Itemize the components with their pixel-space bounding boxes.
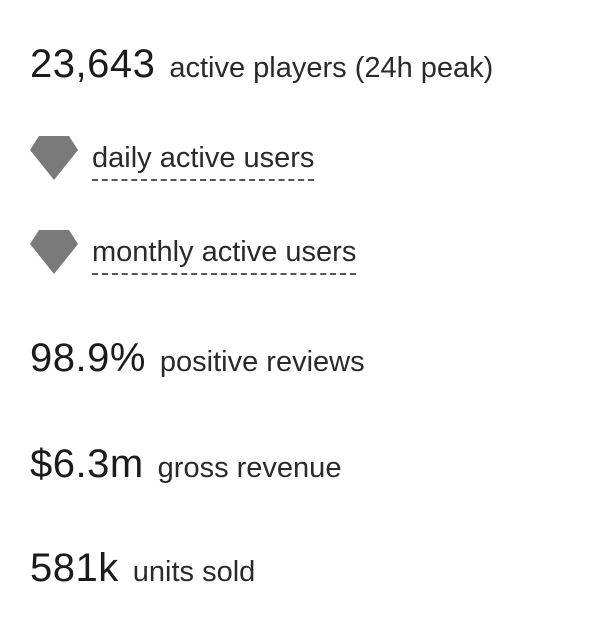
stat-label: active players (24h peak) [169, 52, 494, 84]
stat-value: 98.9% [30, 336, 146, 380]
stat-label: positive reviews [159, 346, 365, 378]
metric-daily-active-users[interactable]: daily active users [30, 136, 315, 181]
stat-units-sold: 581k units sold [30, 546, 255, 591]
diamond-icon [30, 136, 78, 180]
stat-positive-reviews: 98.9% positive reviews [30, 336, 365, 381]
diamond-icon [30, 230, 78, 274]
stat-value: $6.3m [30, 442, 144, 486]
metric-monthly-active-users[interactable]: monthly active users [30, 230, 357, 275]
stat-gross-revenue: $6.3m gross revenue [30, 442, 341, 487]
stat-peak-players: 23,643 active players (24h peak) [30, 42, 493, 87]
stat-value: 23,643 [30, 42, 156, 86]
stat-value: 581k [30, 546, 119, 590]
stat-label: gross revenue [157, 452, 342, 484]
stat-label: units sold [132, 556, 256, 588]
monthly-active-users-link[interactable]: monthly active users [92, 236, 357, 275]
daily-active-users-link[interactable]: daily active users [92, 142, 315, 181]
